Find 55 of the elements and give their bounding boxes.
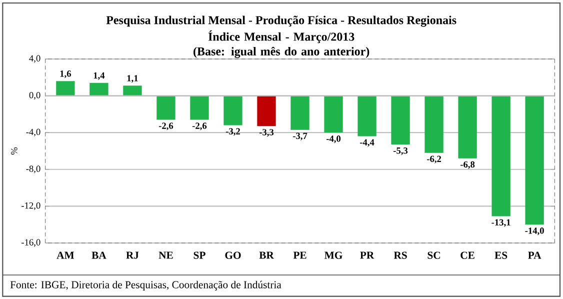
- data-label: -14,0: [525, 228, 544, 236]
- source-note: Fonte: IBGE, Diretoria de Pesquisas, Coordenação de Indústria: [10, 280, 282, 291]
- data-label: -6,2: [426, 156, 442, 164]
- bar: [123, 86, 142, 96]
- bar: [458, 96, 477, 158]
- x-tick-label: NE: [158, 252, 173, 259]
- bar: [525, 96, 544, 225]
- bar: [324, 96, 343, 133]
- data-label: -2,6: [192, 122, 207, 130]
- y-tick-label: 4,0: [29, 55, 40, 63]
- y-tick-label: -8,0: [26, 166, 40, 174]
- x-tick-label: BR: [259, 252, 274, 259]
- bar: [424, 96, 444, 153]
- x-tick-label: RJ: [126, 252, 139, 259]
- bar: [257, 96, 276, 126]
- bar: [391, 96, 410, 145]
- data-label: -13,1: [492, 219, 510, 227]
- y-tick-label: -16,0: [22, 239, 40, 247]
- x-tick-label: CE: [460, 252, 474, 259]
- data-label: 1,1: [127, 75, 138, 83]
- y-axis-title: %: [11, 147, 18, 155]
- x-tick-label: GO: [225, 252, 241, 259]
- chart-title: Pesquisa Industrial Mensal - Produção Física - Resultados Regionais: [106, 16, 456, 27]
- x-tick-label: PA: [528, 252, 542, 259]
- bar: [90, 82, 108, 96]
- x-tick-label: PE: [293, 252, 306, 259]
- data-label: -6,8: [460, 161, 475, 169]
- x-tick-label: PR: [360, 252, 374, 259]
- data-label: 1,4: [94, 72, 105, 80]
- data-label: -3,2: [226, 128, 240, 136]
- bar: [358, 96, 376, 136]
- x-tick-label: BA: [92, 252, 106, 259]
- bar: [290, 96, 310, 130]
- bar: [224, 96, 242, 126]
- x-tick-label: ES: [494, 252, 508, 259]
- data-label: -3,3: [259, 129, 274, 137]
- data-label: 1,6: [60, 70, 72, 78]
- y-tick-label: -12,0: [22, 202, 40, 210]
- x-tick-label: MG: [324, 252, 342, 259]
- data-label: -3,7: [292, 132, 308, 140]
- bar: [492, 96, 510, 216]
- y-tick-label: -4,0: [26, 128, 40, 136]
- data-label: -5,3: [393, 147, 408, 156]
- x-tick-label: SP: [194, 252, 206, 259]
- bar: [156, 96, 176, 120]
- bar: [190, 96, 209, 120]
- x-tick-label: AM: [56, 252, 74, 259]
- bar: [56, 81, 75, 96]
- data-label: -2,6: [158, 122, 174, 130]
- chart-subtitle: Índice Mensal - Março/2013 (Base: igual mês do ano anterior): [194, 30, 370, 58]
- data-label: -4,0: [326, 136, 341, 144]
- x-tick-label: RS: [394, 252, 407, 259]
- y-tick-label: 0,0: [29, 92, 40, 100]
- data-label: -4,4: [360, 139, 374, 147]
- x-tick-label: SC: [428, 252, 440, 259]
